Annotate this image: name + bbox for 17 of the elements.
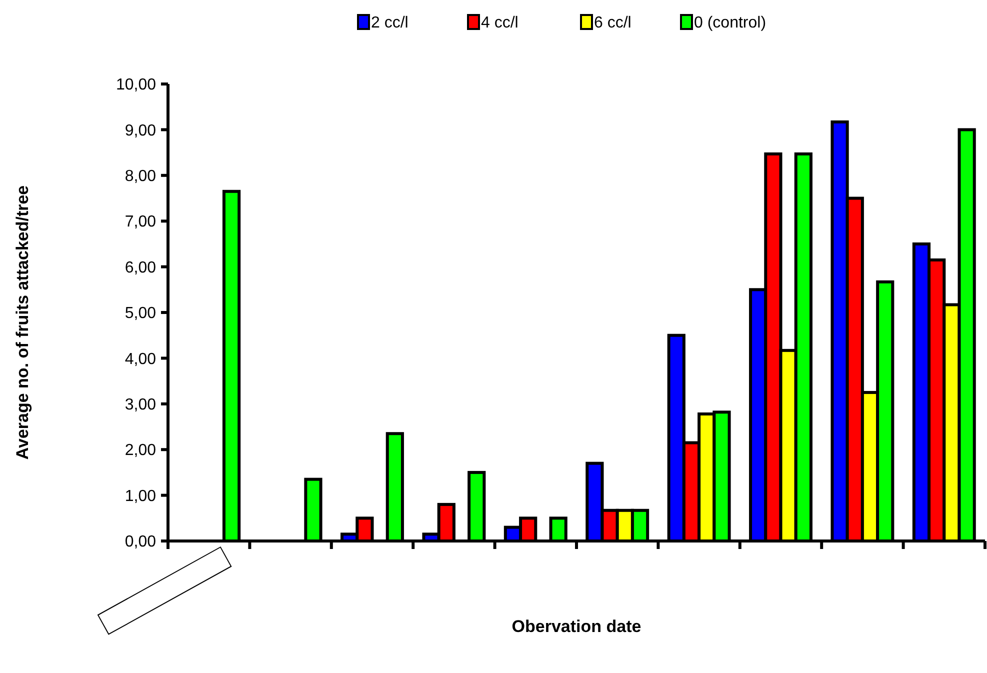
- y-tick-label: 4,00: [124, 350, 156, 368]
- legend-label: 2 cc/l: [371, 14, 408, 32]
- legend-label: 4 cc/l: [481, 14, 518, 32]
- y-tick-label: 0,00: [124, 534, 156, 551]
- y-tick-label: 7,00: [124, 214, 156, 231]
- legend-label: 6 cc/l: [594, 14, 632, 32]
- x-axis-title: Obervation date: [512, 617, 642, 636]
- y-tick-label: 10,00: [116, 76, 156, 94]
- y-tick-label: 2,00: [124, 442, 156, 460]
- y-tick-label: 8,00: [124, 168, 156, 185]
- y-tick-label: 9,00: [124, 122, 156, 140]
- legend-label: 0 (control): [694, 14, 766, 32]
- y-tick-label: 3,00: [124, 396, 156, 414]
- y-tick-label: 1,00: [124, 488, 156, 505]
- y-axis-title: Average no. of fruits attacked/tree: [13, 185, 32, 460]
- y-tick-label: 5,00: [124, 305, 156, 322]
- y-tick-label: 6,00: [124, 259, 156, 276]
